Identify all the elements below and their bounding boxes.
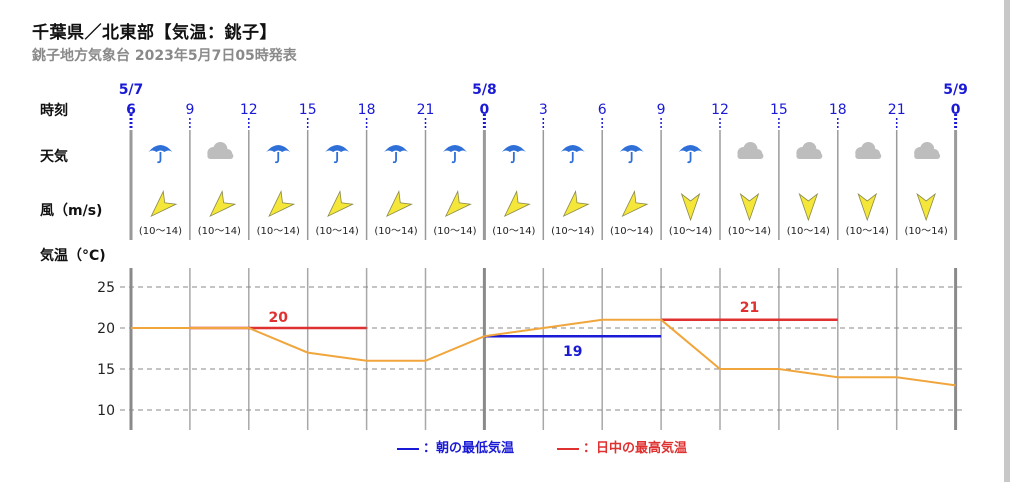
legend-high-swatch [557, 447, 579, 450]
hour-label: 12 [711, 102, 729, 118]
wind-speed-label: (10～14) [669, 226, 712, 237]
y-tick-label: 10 [97, 403, 115, 419]
date-label: 5/8 [472, 82, 497, 98]
wind-arrow-icon [268, 190, 296, 218]
hour-label: 15 [770, 102, 788, 118]
umbrella-icon [384, 145, 409, 164]
cloud-icon [737, 142, 764, 159]
hour-label: 12 [240, 102, 258, 118]
umbrella-icon [325, 145, 350, 164]
row-label-temp: 気温（°C) [40, 248, 106, 264]
hour-label: 0 [480, 102, 490, 118]
row-label-wind: 風（m/s) [40, 203, 103, 219]
umbrella-icon [442, 145, 467, 164]
window-edge [1004, 0, 1010, 482]
wind-speed-label: (10～14) [316, 226, 359, 237]
wind-speed-label: (10～14) [551, 226, 594, 237]
legend-low: ：朝の最低気温 [397, 437, 514, 456]
page-title: 千葉県／北東部【気温：銚子】 [32, 23, 277, 43]
wind-arrow-icon [209, 190, 237, 218]
hour-label: 9 [657, 102, 666, 118]
umbrella-icon [266, 145, 291, 164]
y-tick-label: 20 [97, 321, 115, 337]
umbrella-icon [619, 145, 644, 164]
page-subtitle: 銚子地方気象台 2023年5月7日05時発表 [32, 48, 297, 64]
wind-arrow-icon [739, 192, 760, 222]
cloud-icon [914, 142, 941, 159]
hour-label: 0 [951, 102, 961, 118]
date-label: 5/9 [943, 82, 968, 98]
wind-speed-label: (10～14) [728, 226, 771, 237]
wind-speed-label: (10～14) [198, 226, 241, 237]
legend-high: ：日中の最高気温 [557, 437, 687, 456]
y-tick-label: 15 [97, 362, 115, 378]
wind-arrow-icon [503, 190, 531, 218]
wind-arrow-icon [621, 190, 649, 218]
wind-arrow-icon [680, 192, 701, 222]
hour-label: 3 [539, 102, 548, 118]
wind-arrow-icon [327, 190, 355, 218]
y-tick-label: 25 [97, 280, 115, 296]
cloud-icon [207, 142, 234, 159]
legend-low-swatch [397, 447, 419, 450]
umbrella-icon [678, 145, 703, 164]
wind-speed-label: (10～14) [905, 226, 948, 237]
min-temp-label: 19 [563, 344, 582, 360]
wind-arrow-icon [857, 192, 878, 222]
umbrella-icon [148, 145, 173, 164]
row-label-weather: 天気 [40, 149, 68, 165]
wind-arrow-icon [916, 192, 936, 222]
umbrella-icon [501, 145, 526, 164]
wind-speed-label: (10～14) [492, 226, 535, 237]
wind-speed-label: (10～14) [257, 226, 300, 237]
wind-speed-label: (10～14) [787, 226, 830, 237]
wind-speed-label: (10～14) [374, 226, 417, 237]
wind-speed-label: (10～14) [610, 226, 653, 237]
hour-label: 9 [185, 102, 194, 118]
wind-arrow-icon [385, 190, 413, 218]
cloud-icon [796, 142, 823, 159]
umbrella-icon [560, 145, 585, 164]
wind-arrow-icon [562, 190, 590, 218]
wind-speed-label: (10～14) [846, 226, 889, 237]
cloud-icon [855, 142, 882, 159]
wind-arrow-icon [798, 192, 819, 222]
date-label: 5/7 [119, 82, 144, 98]
hour-label: 15 [299, 102, 317, 118]
hour-label: 18 [829, 102, 847, 118]
wind-speed-label: (10～14) [433, 226, 476, 237]
hour-label: 21 [888, 102, 906, 118]
legend-high-label: ：日中の最高気温 [583, 441, 688, 456]
hour-label: 18 [358, 102, 376, 118]
hour-label: 6 [598, 102, 607, 118]
row-label-time: 時刻 [40, 103, 68, 119]
legend-low-label: ：朝の最低気温 [423, 441, 515, 456]
hour-label: 21 [417, 102, 435, 118]
wind-arrow-icon [444, 190, 472, 218]
wind-speed-label: (10～14) [139, 226, 182, 237]
hour-label: 6 [126, 102, 136, 118]
max-temp-2-label: 21 [740, 300, 759, 316]
max-temp-label: 20 [269, 310, 289, 326]
wind-arrow-icon [150, 190, 178, 218]
